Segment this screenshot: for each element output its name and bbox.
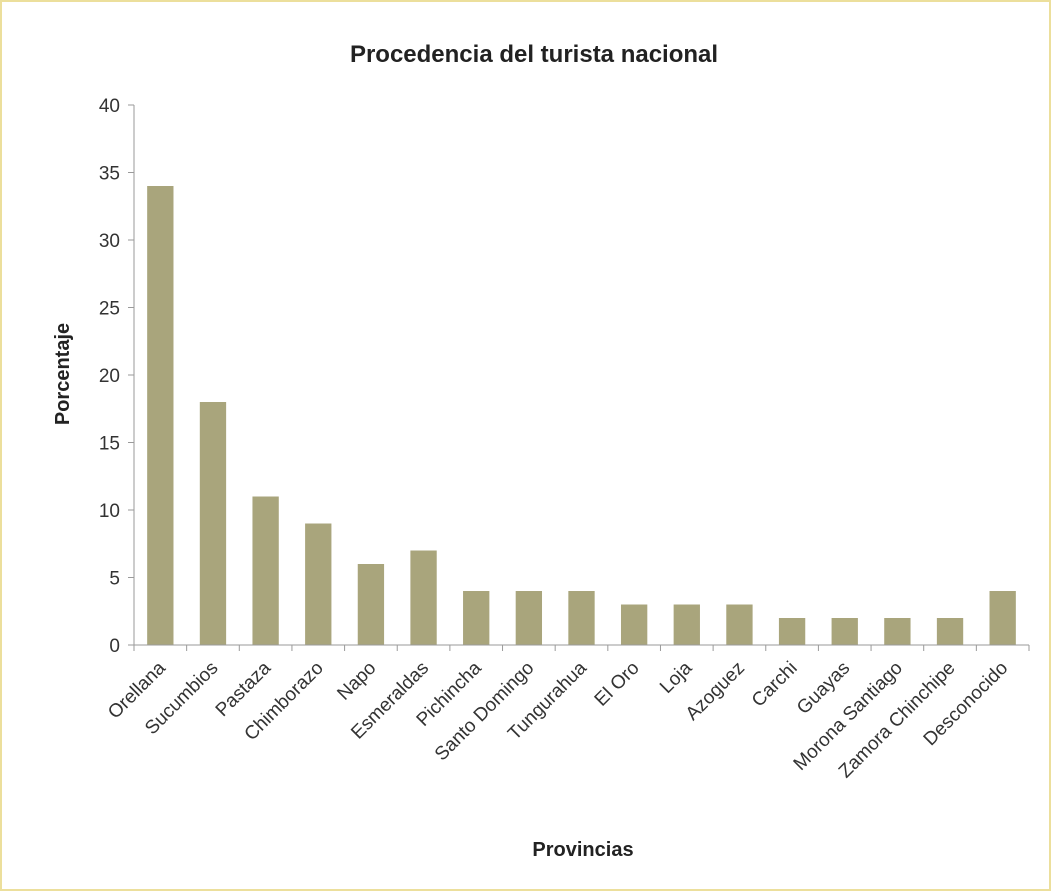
x-axis-title: Provincias: [532, 839, 633, 861]
bar-carchi: [778, 618, 806, 645]
y-axis-title: Porcentaje: [52, 323, 74, 425]
y-tick-label: 0: [109, 636, 120, 657]
bar-azoguez: [726, 604, 753, 645]
bars-group: [147, 186, 1016, 645]
bar-guayas: [831, 618, 858, 645]
bar-chimborazo: [305, 523, 332, 645]
y-tick-label: 10: [99, 501, 120, 522]
bar-esmeraldas: [410, 550, 437, 645]
y-tick-label: 30: [99, 231, 120, 252]
chart-title: Procedencia del turista nacional: [350, 41, 718, 68]
bar-napo: [357, 564, 385, 645]
y-tick-label: 5: [109, 569, 120, 590]
x-category-label: El Oro: [591, 658, 644, 711]
y-tick-label: 25: [99, 299, 120, 320]
bar-tungurahua: [568, 591, 595, 645]
bar-zamora-chinchipe: [936, 618, 964, 645]
bar-sucumbios: [199, 402, 227, 645]
bar-desconocido: [989, 591, 1016, 645]
bar-morona-santiago: [884, 618, 911, 645]
bar-orellana: [147, 186, 174, 645]
bar-pichincha: [463, 591, 490, 645]
bar-pastaza: [252, 496, 279, 645]
bar-santo-domingo: [515, 591, 543, 645]
bar-loja: [673, 604, 700, 645]
x-category-label: Azoguez: [682, 658, 749, 725]
y-tick-label: 35: [99, 164, 120, 185]
y-tick-label: 20: [99, 366, 120, 387]
bar-el-oro: [620, 604, 648, 645]
y-tick-label: 40: [99, 96, 120, 117]
x-category-label: Napo: [333, 658, 380, 705]
y-tick-label: 15: [99, 434, 120, 455]
x-category-label: Loja: [656, 657, 697, 698]
y-axis: 0 5 10 15 20 25 30 35 40: [99, 96, 135, 657]
